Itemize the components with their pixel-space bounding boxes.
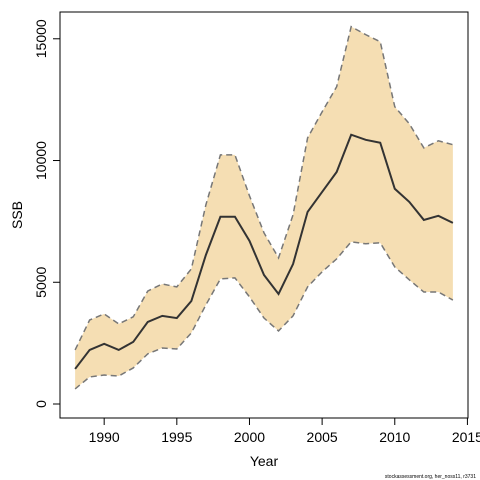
footnote: stockassessment.org, her_noss11, r3731 bbox=[385, 474, 476, 480]
y-tick-label: 0 bbox=[33, 400, 49, 408]
estimate-line bbox=[74, 133, 454, 370]
y-tick-label: 10000 bbox=[33, 141, 49, 180]
x-tick-label: 1995 bbox=[161, 429, 192, 445]
x-tick-label: 2000 bbox=[234, 429, 265, 445]
x-tick-label: 1990 bbox=[89, 429, 120, 445]
y-axis-label: SSB bbox=[9, 201, 25, 229]
plot-frame bbox=[59, 11, 469, 419]
lower-bound bbox=[74, 241, 454, 390]
y-tick-label: 5000 bbox=[33, 266, 49, 297]
x-axis-label: Year bbox=[250, 453, 279, 469]
y-tick-label: 15000 bbox=[33, 19, 49, 58]
upper-bound bbox=[74, 25, 454, 351]
x-tick-label: 2010 bbox=[379, 429, 410, 445]
confidence-band bbox=[75, 26, 453, 389]
x-tick-label: 2005 bbox=[307, 429, 338, 445]
x-tick-label: 2015 bbox=[452, 429, 480, 445]
